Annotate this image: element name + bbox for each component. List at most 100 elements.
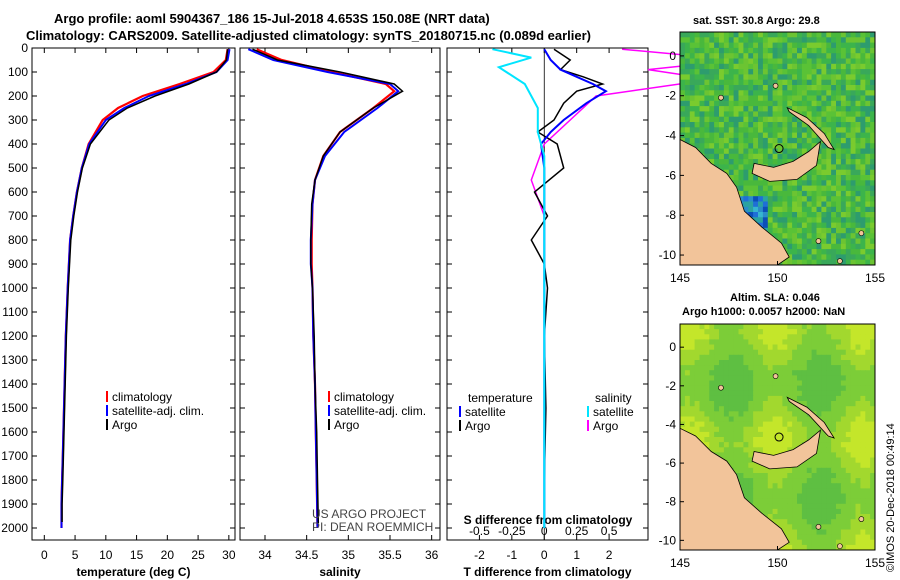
sla-map-cell bbox=[840, 375, 847, 381]
sst-map-cell bbox=[870, 58, 876, 65]
sla-map-cell bbox=[860, 452, 866, 458]
sst-map-cell bbox=[870, 233, 876, 239]
sla-map-cell bbox=[792, 370, 798, 376]
sla-map-cell bbox=[840, 406, 847, 412]
sst-map-cell bbox=[792, 201, 798, 208]
sst-map-cell bbox=[826, 148, 832, 155]
sst-map-cell bbox=[767, 100, 774, 107]
sst-map-cell bbox=[728, 169, 735, 176]
sst-map-cell bbox=[816, 227, 822, 234]
sst-map-cell bbox=[748, 63, 754, 70]
sla-map-cell bbox=[811, 514, 817, 520]
sla-map-cell bbox=[816, 334, 822, 340]
sla-map-cell bbox=[787, 365, 793, 371]
sst-map-cell bbox=[855, 69, 861, 75]
sla-map-cell bbox=[748, 473, 754, 479]
sst-map-cell bbox=[743, 32, 749, 38]
sst-map-cell bbox=[753, 212, 759, 218]
sla-map-cell bbox=[811, 339, 817, 345]
sst-map-cell bbox=[738, 122, 744, 128]
sla-map-cell bbox=[767, 493, 774, 499]
sst-map-cell bbox=[840, 137, 847, 144]
sla-map-cell bbox=[831, 344, 837, 350]
sst-map-cell bbox=[709, 90, 715, 96]
sla-map-cell bbox=[743, 478, 749, 484]
sst-map-cell bbox=[738, 32, 744, 38]
sla-map-cell bbox=[865, 514, 871, 520]
sst-map-cell bbox=[787, 259, 793, 266]
sst-map-cell bbox=[826, 249, 832, 255]
sst-map-cell bbox=[723, 164, 730, 171]
sst-map-cell bbox=[733, 143, 739, 149]
sst-map-cell bbox=[777, 58, 783, 65]
sst-map-cell bbox=[680, 90, 686, 96]
temp-xtick-label: 30 bbox=[222, 548, 236, 562]
sst-map-cell bbox=[767, 53, 774, 59]
sla-map-cell bbox=[816, 406, 822, 412]
sst-map-cell bbox=[787, 148, 793, 155]
sst-map-cell bbox=[806, 249, 813, 255]
sla-map-cell bbox=[787, 529, 793, 535]
sla-map-cell bbox=[806, 329, 813, 335]
sla-map-cell bbox=[806, 426, 813, 433]
sst-map-cell bbox=[811, 79, 817, 86]
sla-map-cell bbox=[826, 329, 832, 335]
sla-map-cell bbox=[831, 349, 837, 356]
sst-map-cell bbox=[801, 196, 808, 202]
sst-map-cell bbox=[811, 137, 817, 144]
sst-map-cell bbox=[845, 90, 852, 96]
sst-map-cell bbox=[845, 254, 852, 261]
sst-map-cell bbox=[743, 196, 749, 202]
sst-map-cell bbox=[719, 132, 725, 139]
sla-map-cell bbox=[738, 467, 744, 474]
sst-map-cell bbox=[840, 63, 847, 70]
sst-map-cell bbox=[826, 190, 832, 197]
sst-map-cell bbox=[709, 132, 715, 139]
sla-map-cell bbox=[743, 390, 749, 397]
sst-map-cell bbox=[753, 175, 759, 181]
sla-map-cell bbox=[738, 462, 744, 469]
sst-map-cell bbox=[694, 106, 700, 112]
sst-map-cell bbox=[855, 74, 861, 81]
sla-map-cell bbox=[870, 442, 876, 448]
sst-map-cell bbox=[709, 69, 715, 75]
sla-map-cell bbox=[709, 395, 715, 402]
sla-map-cell bbox=[694, 421, 700, 428]
sst-map-cell bbox=[787, 95, 793, 102]
sst-map-cell bbox=[762, 32, 769, 38]
sst-map-cell bbox=[797, 212, 803, 218]
sla-map-cell bbox=[860, 360, 866, 366]
sla-map-cell bbox=[836, 524, 842, 530]
sla-map-cell bbox=[753, 390, 759, 397]
sla-map-cell bbox=[811, 519, 817, 525]
sst-map-cell bbox=[836, 32, 842, 38]
sst-map-cell bbox=[694, 53, 700, 59]
sst-map-cell bbox=[821, 185, 827, 192]
sla-map-cell bbox=[758, 365, 764, 371]
sla-map-cell bbox=[821, 329, 827, 335]
sst-map-cell bbox=[811, 37, 817, 43]
sla-map-cell bbox=[704, 416, 710, 422]
sst-map-cell bbox=[826, 238, 832, 245]
sla-map-cell bbox=[865, 519, 871, 525]
sst-map-cell bbox=[714, 143, 720, 149]
sst-map-cell bbox=[836, 47, 842, 54]
sla-map-cell bbox=[758, 483, 764, 489]
sst-map-cell bbox=[777, 190, 783, 197]
sst-map-cell bbox=[855, 196, 861, 202]
sst-map-cell bbox=[753, 148, 759, 155]
sst-map-cell bbox=[772, 116, 778, 123]
sst-map-cell bbox=[855, 53, 861, 59]
sst-map-cell bbox=[723, 132, 730, 139]
sla-map-cell bbox=[772, 349, 778, 356]
sla-map-cell bbox=[870, 539, 876, 546]
sst-map-cell bbox=[709, 122, 715, 128]
sla-map-cell bbox=[694, 401, 700, 407]
sla-map-cell bbox=[831, 339, 837, 345]
sla-map-cell bbox=[801, 426, 808, 433]
sla-map-cell bbox=[787, 339, 793, 345]
sst-map-cell bbox=[826, 254, 832, 261]
sla-map-cell bbox=[743, 375, 749, 381]
sst-map-cell bbox=[845, 238, 852, 245]
